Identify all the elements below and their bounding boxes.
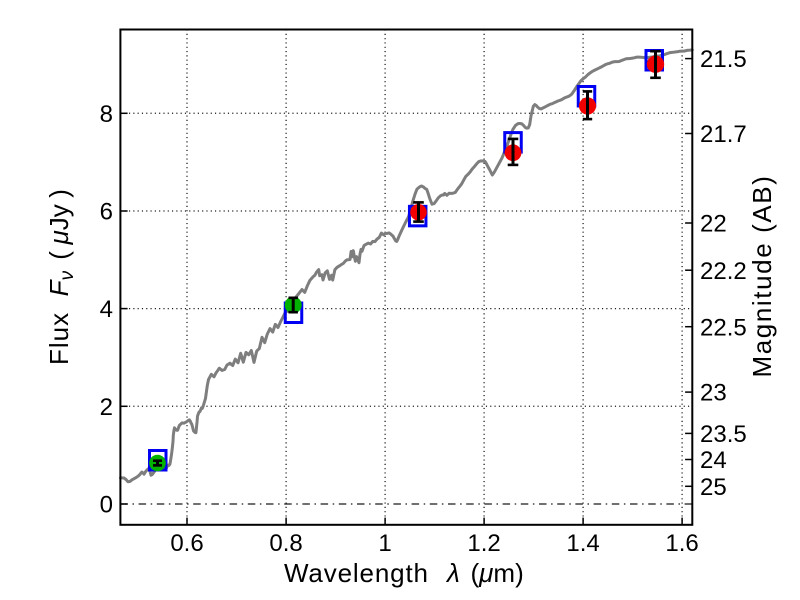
svg-text:21.7: 21.7 xyxy=(700,121,747,148)
svg-text:1: 1 xyxy=(378,530,391,557)
svg-text:6: 6 xyxy=(100,199,113,226)
svg-text:1.6: 1.6 xyxy=(665,530,698,557)
svg-text:24: 24 xyxy=(700,447,727,474)
svg-text:0: 0 xyxy=(100,492,113,519)
svg-text:1.4: 1.4 xyxy=(566,530,599,557)
svg-text:22: 22 xyxy=(700,211,727,238)
svg-text:23.5: 23.5 xyxy=(700,421,747,448)
svg-text:22.2: 22.2 xyxy=(700,258,747,285)
svg-text:25: 25 xyxy=(700,474,727,501)
svg-text:Wavelength: Wavelength xyxy=(284,558,429,588)
svg-text:8: 8 xyxy=(100,101,113,128)
svg-text:λ: λ xyxy=(445,558,460,588)
svg-text:21.5: 21.5 xyxy=(700,46,747,73)
svg-text:0.8: 0.8 xyxy=(269,530,302,557)
svg-text:0.6: 0.6 xyxy=(170,530,203,557)
svg-text:4: 4 xyxy=(100,296,113,323)
svg-text:23: 23 xyxy=(700,380,727,407)
svg-text:Magnitude (AB): Magnitude (AB) xyxy=(747,174,777,377)
svg-text:2: 2 xyxy=(100,394,113,421)
svg-text:Flux: Flux xyxy=(44,312,74,365)
svg-text:22.5: 22.5 xyxy=(700,314,747,341)
svg-text:1.2: 1.2 xyxy=(467,530,500,557)
svg-text:(μm): (μm) xyxy=(471,558,524,588)
